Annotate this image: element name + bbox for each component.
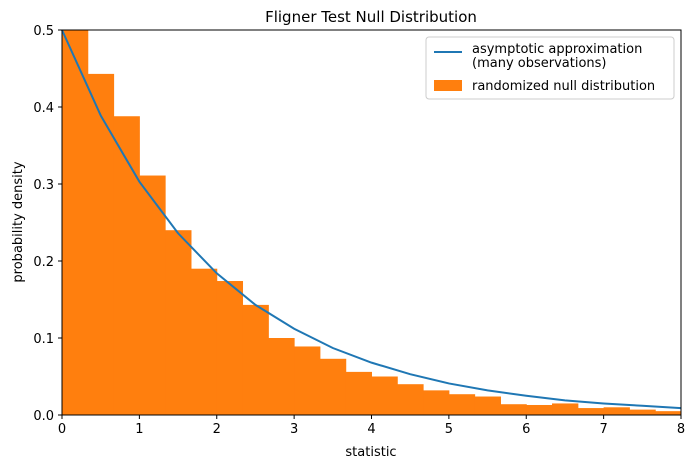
- histogram-bar: [319, 358, 347, 415]
- x-tick-label: 5: [445, 422, 453, 437]
- plot-frame: [61, 29, 682, 416]
- x-tick-label: 4: [367, 422, 375, 437]
- legend: asymptotic approximation(many observatio…: [425, 36, 675, 100]
- histogram-bar: [87, 73, 115, 415]
- histogram-bar: [371, 376, 398, 415]
- histogram-bar: [242, 304, 269, 415]
- histogram-bar: [294, 346, 321, 415]
- line-series: [61, 29, 682, 410]
- asymptotic-line: [61, 29, 682, 410]
- y-tick-label: 0.1: [33, 332, 54, 347]
- histogram-bar: [655, 411, 682, 415]
- x-tick-label: 7: [599, 422, 607, 437]
- x-tick-label: 0: [58, 422, 66, 437]
- histogram-bar: [139, 175, 166, 415]
- legend-label-asymptotic: (many observations): [472, 56, 607, 71]
- y-axis-ticks: 0.0 0.1 0.2 0.3 0.4 0.5: [33, 24, 62, 424]
- y-tick-label: 0.2: [33, 255, 54, 270]
- histogram-bar: [448, 394, 476, 415]
- histogram-bar: [552, 403, 579, 415]
- y-tick-label: 0.5: [33, 24, 54, 39]
- histogram-bar: [397, 384, 424, 415]
- legend-label-randomized: randomized null distribution: [472, 79, 655, 94]
- histogram-bar: [423, 390, 450, 415]
- y-tick-label: 0.3: [33, 178, 54, 193]
- histogram-bar: [500, 404, 527, 415]
- x-tick-label: 6: [522, 422, 530, 437]
- y-tick-label: 0.4: [33, 101, 54, 116]
- histogram-bar: [62, 30, 89, 415]
- histogram-bar: [216, 281, 244, 415]
- histogram-bar: [113, 116, 140, 416]
- x-tick-label: 3: [290, 422, 298, 437]
- y-tick-label: 0.0: [33, 409, 54, 424]
- histogram-bar: [577, 408, 605, 415]
- y-axis-label: probability density: [11, 161, 26, 282]
- x-tick-label: 8: [677, 422, 685, 437]
- histogram-bar: [474, 396, 501, 415]
- histogram-bar: [345, 371, 372, 415]
- legend-box: [425, 36, 675, 100]
- x-tick-label: 1: [135, 422, 143, 437]
- histogram-bar: [165, 230, 192, 415]
- histogram-bar: [603, 407, 630, 415]
- histogram-bar: [190, 268, 218, 415]
- legend-label-asymptotic: asymptotic approximation: [472, 42, 642, 57]
- x-tick-label: 2: [213, 422, 221, 437]
- histogram-bar: [629, 409, 656, 415]
- legend-bar-swatch: [434, 80, 462, 91]
- chart-title: Fligner Test Null Distribution: [265, 8, 477, 26]
- x-axis-label: statistic: [345, 445, 396, 460]
- x-axis-ticks: 0 1 2 3 4 5 6 7 8: [58, 415, 685, 437]
- histogram-bar: [268, 338, 295, 415]
- histogram-bar: [526, 404, 553, 415]
